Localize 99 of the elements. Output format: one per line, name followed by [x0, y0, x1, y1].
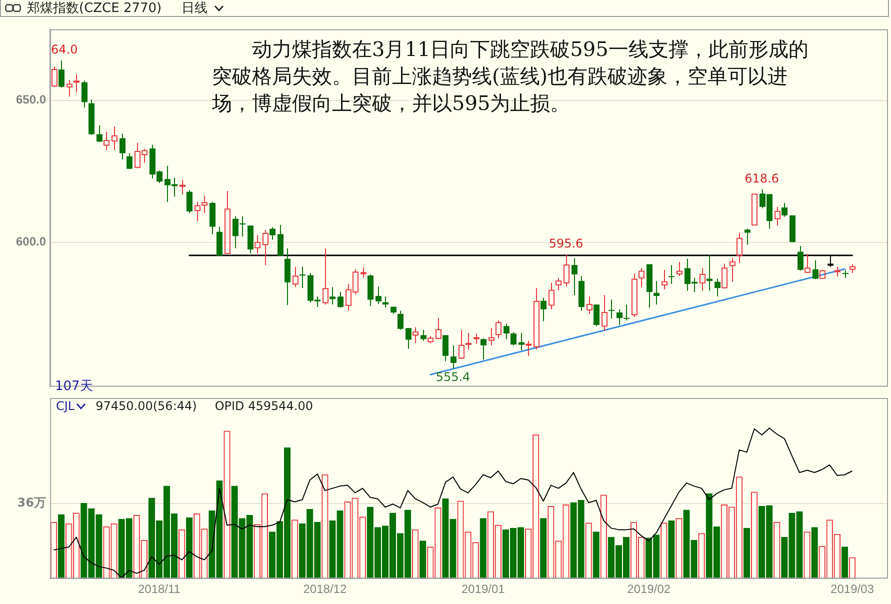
candlestick — [338, 292, 344, 308]
candlestick — [210, 202, 216, 235]
candlestick — [744, 228, 750, 246]
candlestick — [798, 246, 804, 271]
annotation: 618.6 — [744, 171, 780, 186]
candlestick — [804, 253, 810, 273]
y-tick-label: 650.0 — [16, 92, 46, 106]
candlestick — [96, 124, 102, 143]
text: OPID 459544.00 — [214, 398, 313, 414]
candlestick — [676, 261, 682, 277]
bar — [743, 528, 750, 579]
candlestick — [594, 304, 600, 327]
bar — [841, 546, 848, 579]
candlestick — [466, 332, 472, 350]
candlestick — [534, 288, 540, 350]
candlestick — [382, 296, 388, 308]
bar — [540, 518, 547, 579]
text: CJL — [56, 398, 75, 414]
candlestick — [616, 308, 622, 326]
bar — [58, 514, 65, 579]
annotation: 64.0 — [51, 42, 78, 57]
candlestick — [284, 248, 290, 306]
candlestick — [480, 338, 486, 360]
candlestick — [782, 202, 788, 218]
candlestick — [292, 266, 298, 288]
candlestick — [548, 282, 554, 310]
text: 97450.00(56:44) — [96, 398, 197, 414]
candlestick — [420, 329, 426, 342]
candlestick — [700, 268, 706, 292]
bar — [668, 520, 675, 579]
x-tick-label: 2019/02 — [627, 582, 671, 596]
candlestick — [564, 254, 570, 288]
candlestick — [120, 133, 126, 160]
chart-title: 郑煤指数(CZCE 2770) — [27, 0, 162, 16]
chart-subtitle: 日线 — [182, 0, 208, 16]
candlestick — [126, 152, 132, 170]
ref-line-label: 36万 — [17, 496, 46, 510]
candlestick — [270, 226, 276, 240]
y-tick-label: 600.0 — [16, 234, 46, 248]
candlestick — [488, 328, 494, 346]
candlestick — [442, 334, 448, 362]
x-tick-label: 2018/11 — [138, 582, 181, 596]
candlestick — [458, 329, 464, 360]
candlestick — [572, 257, 578, 296]
candlestick — [104, 131, 110, 151]
candlestick — [608, 299, 614, 320]
candlestick — [398, 310, 404, 330]
candlestick — [406, 328, 412, 350]
candlestick — [586, 296, 592, 314]
candlestick — [714, 278, 720, 298]
candlestick — [82, 80, 88, 108]
x-tick-label: 2018/12 — [303, 582, 347, 596]
candlestick — [504, 323, 510, 340]
candlestick — [216, 226, 222, 256]
candlestick — [376, 286, 382, 304]
candlestick — [730, 257, 736, 282]
candlestick — [74, 74, 80, 93]
candlestick — [436, 317, 442, 340]
annotation: 动力煤指数在3月11日向下跳空跌破595一线支撑，此前形成的突破格局失效。目前上涨趋势线(蓝线)也有跌破迹象，空单可以进场，博虚假向上突破，并以595为止损。 — [212, 36, 810, 117]
candlestick — [112, 126, 118, 151]
candlestick — [812, 260, 818, 280]
candlestick — [706, 254, 712, 292]
candlestick — [186, 190, 192, 214]
bar — [811, 527, 818, 579]
candlestick — [278, 224, 284, 256]
candlestick — [450, 344, 456, 370]
candlestick — [510, 332, 516, 346]
bar — [480, 518, 486, 579]
candlestick — [224, 190, 230, 254]
candlestick — [262, 229, 268, 266]
candlestick — [736, 232, 742, 264]
bar — [592, 532, 600, 579]
candlestick — [180, 179, 186, 196]
candlestick — [254, 234, 260, 254]
candlestick — [668, 264, 674, 285]
candlestick — [662, 269, 668, 290]
candlestick — [526, 340, 532, 356]
candlestick — [412, 326, 418, 344]
candlestick — [774, 206, 780, 226]
annotation: 595.6 — [548, 236, 584, 251]
candlestick — [540, 297, 546, 322]
annotation: 107天 — [55, 378, 93, 395]
candlestick — [248, 225, 254, 254]
candlestick — [58, 60, 64, 88]
bar — [186, 517, 193, 579]
candlestick — [322, 248, 328, 305]
candlestick — [474, 332, 480, 344]
x-tick-label: 2019/01 — [461, 582, 506, 596]
candlestick — [330, 286, 336, 305]
annotation: 555.4 — [436, 370, 470, 384]
candlestick — [638, 268, 644, 288]
candlestick — [360, 266, 366, 278]
x-tick-label: 2019/03 — [830, 582, 874, 596]
candlestick — [602, 294, 608, 332]
candlestick — [654, 280, 660, 305]
candlestick — [518, 332, 524, 351]
bar — [420, 540, 426, 579]
candlestick — [624, 304, 630, 321]
candlestick — [66, 80, 72, 97]
